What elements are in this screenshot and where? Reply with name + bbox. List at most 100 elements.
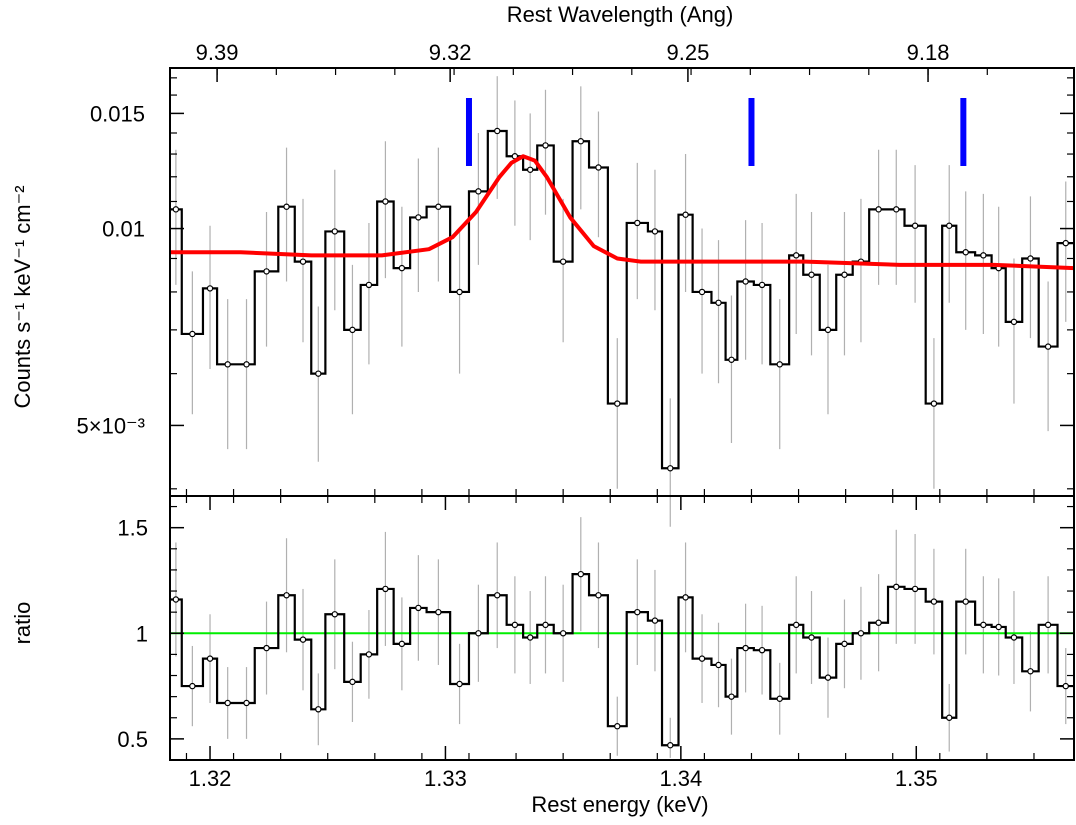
ratio-data-point (299, 636, 307, 643)
spectrum-data-point (475, 188, 482, 195)
top-y-axis-title: Counts s⁻¹ keV⁻¹ cm⁻² (10, 185, 35, 408)
top-axis-title: Rest Wavelength (Ang) (507, 2, 734, 27)
spectrum-data-point (614, 400, 621, 407)
ratio-data-point (526, 634, 534, 641)
ratio-data-point (875, 619, 882, 626)
y-tick-label: 0.5 (117, 727, 148, 752)
x-tick-label: 1.34 (659, 766, 702, 791)
spectrum-data-point (365, 281, 373, 289)
spectrum-data-point (1027, 255, 1034, 262)
spectrum-data-point (263, 268, 270, 275)
ratio-panel: 1.5 1 0.5 1.32 1.33 1.34 1.35 (117, 495, 1075, 791)
ratio-data-point (1010, 634, 1018, 641)
ratio-data-point (595, 592, 602, 599)
ratio-data-point (577, 570, 585, 578)
ratio-data-point (511, 621, 519, 629)
ratio-data-point (841, 640, 848, 648)
spectrum-data-point (758, 281, 766, 289)
ratio-data-point (793, 621, 800, 629)
ratio-data-point (995, 623, 1002, 631)
ratio-data-point (667, 742, 674, 749)
spectrum-data-point (577, 138, 585, 145)
ratio-data-point (559, 630, 567, 637)
spectrum-data-point (172, 206, 180, 213)
ratio-data-point (893, 583, 900, 591)
ratio-data-point (728, 693, 735, 700)
ratio-data-point (349, 678, 356, 686)
spectrum-data-point (911, 222, 919, 229)
ratio-data-point (698, 655, 706, 662)
ratio-data-point (382, 585, 389, 593)
ratio-data-point (283, 592, 290, 599)
ratio-data-point (172, 596, 180, 603)
spectrum-data-point (189, 330, 196, 338)
spectrum-data-point (559, 258, 567, 265)
spectrum-data-point (808, 271, 815, 278)
top-tick-label: 9.18 (907, 40, 950, 65)
spectrum-panel-frame (169, 67, 1075, 497)
y-tick-label: 1.5 (117, 516, 148, 541)
spectrum-data-point (595, 164, 602, 171)
ratio-data-point (758, 646, 766, 654)
spectrum-data-point (667, 465, 674, 472)
ratio-data-point (634, 608, 641, 616)
ratio-data-point (331, 611, 338, 618)
ratio-data-point (682, 594, 689, 601)
ratio-data-point (365, 651, 373, 658)
ratio-data-point (962, 598, 969, 605)
ratio-panel-frame (169, 495, 1075, 761)
spectrum-data-point (415, 214, 422, 221)
ratio-data-point (651, 617, 659, 624)
spectrum-data-point (456, 288, 463, 296)
ratio-data-point (475, 630, 482, 637)
spectrum-data-point (224, 361, 231, 368)
top-tick-label: 9.39 (196, 40, 239, 65)
ratio-data-step (170, 573, 1074, 747)
spectrum-data-point (776, 361, 783, 368)
y-tick-label: 1 (136, 621, 148, 646)
spectrum-data-point (793, 252, 800, 259)
ratio-data-point (715, 661, 722, 669)
ratio-data-point (315, 706, 322, 713)
spectrum-data-point (980, 252, 987, 259)
ratio-data-point (742, 644, 749, 652)
spectrum-data-point (494, 127, 501, 135)
spectrum-data-point (1010, 318, 1018, 326)
spectrum-data-point (742, 278, 749, 285)
spectrum-data-point (206, 285, 214, 292)
spectrum-data-point (651, 228, 659, 235)
model-curve (170, 154, 1075, 271)
ratio-data-point (808, 634, 815, 641)
spectrum-data-point (682, 211, 689, 218)
ratio-data-point (930, 598, 938, 605)
spectrum-data-point (930, 400, 938, 407)
x-tick-label: 1.33 (424, 766, 467, 791)
ratio-data-point (946, 714, 953, 721)
ratio-data-point (614, 723, 621, 730)
ratio-data-point (980, 621, 987, 629)
y-tick-label: 0.01 (102, 217, 145, 242)
spectrum-data-point (1062, 239, 1069, 247)
spectrum-data-point (283, 203, 290, 210)
spectrum-data-point (315, 370, 322, 377)
spectrum-data-point (893, 206, 900, 213)
ratio-data-point (911, 585, 919, 593)
spectrum-data-point (728, 356, 735, 363)
spectrum-data-point (946, 222, 953, 229)
ratio-data-point (1027, 668, 1034, 675)
spectrum-data-point (715, 299, 722, 306)
top-tick-label: 9.25 (667, 40, 710, 65)
y-tick-label: 0.015 (90, 101, 145, 126)
spectrum-data-point (398, 264, 406, 272)
bottom-y-axis-title: ratio (10, 602, 35, 645)
spectrum-data-point (824, 326, 832, 334)
ratio-data-point (1062, 682, 1069, 690)
ratio-data-point (263, 644, 270, 652)
spectrum-data-point (299, 258, 307, 265)
bottom-x-axis-title: Rest energy (keV) (531, 792, 708, 817)
ratio-data-point (206, 655, 214, 662)
spectrum-panel: 0.015 0.01 5×10⁻³ 9.39 9.32 9.25 9.18 (77, 40, 1075, 527)
ratio-data-point (189, 682, 196, 690)
spectrum-data-point (875, 206, 882, 213)
